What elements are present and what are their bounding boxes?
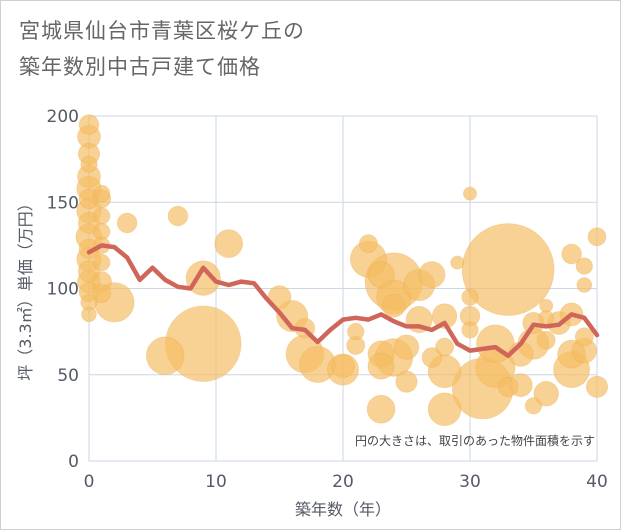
bubble-point <box>145 336 185 376</box>
chart-title: 宮城県仙台市青葉区桜ケ丘の 築年数別中古戸建て価格 <box>19 13 579 85</box>
bubble-point <box>367 261 395 289</box>
bubble-point <box>536 330 556 350</box>
bubble-point <box>431 303 458 329</box>
bubble-point <box>435 337 455 357</box>
bubble-series <box>75 114 609 427</box>
y-tick-label: 200 <box>47 107 79 127</box>
bubble-point <box>367 352 395 380</box>
bubble-point <box>461 223 555 316</box>
bubble-point <box>539 298 554 313</box>
bubble-point <box>461 288 479 306</box>
bubble-point <box>78 114 100 135</box>
bubble-point <box>418 261 446 289</box>
y-axis-title: 坪（3.3㎡）単価（万円） <box>16 195 35 380</box>
bubble-size-note: 円の大きさは、取引のあった物件面積を示す <box>355 433 595 448</box>
bubble-point <box>347 323 365 341</box>
bubble-point <box>167 205 189 227</box>
bubble-point <box>93 254 111 272</box>
bubble-point <box>497 376 519 398</box>
bubble-point <box>93 185 111 203</box>
bubble-point <box>427 392 462 427</box>
bubble-point <box>574 327 594 347</box>
bubble-point <box>358 234 378 254</box>
bubble-point <box>585 375 609 398</box>
bubble-point <box>331 354 355 379</box>
bubble-point <box>381 293 406 318</box>
y-tick-label: 100 <box>47 280 79 300</box>
bubble-point <box>81 306 97 323</box>
y-tick-label: 50 <box>57 366 79 386</box>
average-line-series <box>86 243 600 359</box>
bubble-point <box>587 227 607 247</box>
y-axis-ticks: 0 50 100 150 200 <box>47 107 79 472</box>
y-tick-label: 150 <box>47 193 79 213</box>
bubble-point <box>421 347 443 368</box>
bubble-point <box>93 207 111 225</box>
bubble-point <box>524 397 543 415</box>
bubble-point <box>395 370 418 393</box>
average-price-line <box>86 243 600 359</box>
bubble-point <box>576 277 593 293</box>
y-tick-label: 0 <box>68 452 79 472</box>
bubble-point <box>450 255 465 270</box>
bubble-point <box>116 212 138 234</box>
x-tick-label: 40 <box>586 472 608 492</box>
x-tick-label: 30 <box>459 472 481 492</box>
bubble-point <box>185 260 221 296</box>
chart-title-line-1: 宮城県仙台市青葉区桜ケ丘の <box>19 19 305 43</box>
bubble-point <box>463 186 477 201</box>
bubble-point <box>366 394 396 424</box>
bubble-point <box>393 334 420 360</box>
x-axis-title: 築年数（年） <box>295 500 391 519</box>
bubble-point <box>92 284 112 304</box>
bubble-point <box>214 229 244 258</box>
bubble-point <box>461 321 479 339</box>
bubble-point <box>80 155 98 173</box>
bubble-point <box>533 381 559 407</box>
x-axis-ticks: 0 10 20 30 40 <box>84 472 608 492</box>
chart-title-line-2: 築年数別中古戸建て価格 <box>19 55 261 79</box>
x-tick-label: 0 <box>84 472 95 492</box>
bubble-point <box>575 257 593 275</box>
bubble-point <box>561 243 582 265</box>
x-tick-label: 20 <box>332 472 354 492</box>
x-tick-label: 10 <box>205 472 227 492</box>
